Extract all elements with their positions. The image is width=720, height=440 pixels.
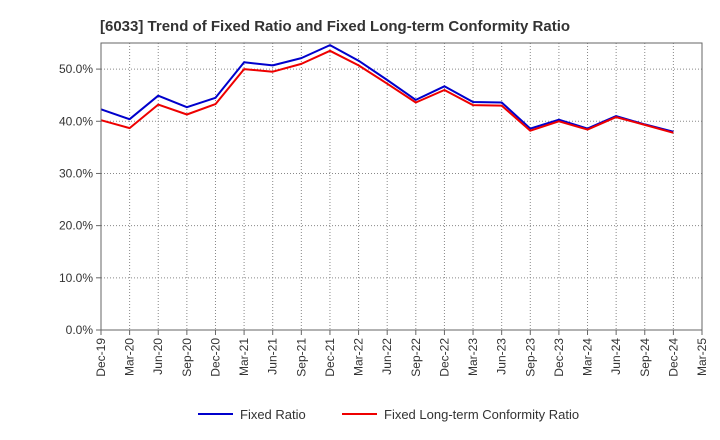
x-tick-label: Mar-23 [466, 338, 480, 376]
y-tick-label: 30.0% [59, 166, 93, 180]
x-tick-label: Sep-21 [294, 338, 308, 377]
plot-frame [100, 42, 703, 331]
x-axis: Dec-19 Mar-20 Jun-20 Sep-20 Dec-20 Mar-21 Jun-… [94, 330, 709, 377]
x-tick-label: Dec-19 [94, 338, 108, 377]
y-tick-label: 40.0% [59, 114, 93, 128]
legend-label-1: Fixed Ratio [240, 407, 306, 422]
series-group [100, 44, 674, 134]
x-tick-label: Jun-23 [495, 338, 509, 375]
y-tick-label: 10.0% [59, 271, 93, 285]
grid [101, 43, 702, 330]
y-axis: 0.0% 10.0% 20.0% 30.0% 40.0% 50.0% [59, 62, 101, 337]
x-tick-label: Sep-20 [180, 338, 194, 377]
x-tick-label: Dec-23 [552, 338, 566, 377]
x-tick-label: Jun-22 [380, 338, 394, 375]
x-tick-label: Sep-22 [409, 338, 423, 377]
chart-title: [6033] Trend of Fixed Ratio and Fixed Lo… [100, 18, 570, 35]
x-tick-label: Mar-22 [352, 338, 366, 376]
y-tick-label: 0.0% [66, 323, 94, 337]
x-tick-label: Dec-21 [323, 338, 337, 377]
y-tick-label: 50.0% [59, 62, 93, 76]
legend-label-2: Fixed Long-term Conformity Ratio [384, 407, 579, 422]
legend: Fixed Ratio Fixed Long-term Conformity Ra… [198, 407, 579, 422]
x-tick-label: Sep-24 [638, 338, 652, 377]
x-tick-label: Mar-25 [695, 338, 709, 376]
series-line-2 [100, 49, 674, 134]
x-tick-label: Sep-23 [523, 338, 537, 377]
x-tick-label: Dec-24 [666, 338, 680, 377]
series-line-1 [100, 44, 674, 133]
x-tick-label: Mar-20 [123, 338, 137, 376]
x-tick-label: Jun-21 [266, 338, 280, 375]
x-tick-label: Mar-21 [237, 338, 251, 376]
y-tick-label: 20.0% [59, 219, 93, 233]
x-tick-label: Jun-20 [151, 338, 165, 375]
x-tick-label: Jun-24 [609, 338, 623, 375]
x-tick-label: Dec-22 [437, 338, 451, 377]
x-tick-label: Mar-24 [581, 338, 595, 376]
x-tick-label: Dec-20 [208, 338, 222, 377]
